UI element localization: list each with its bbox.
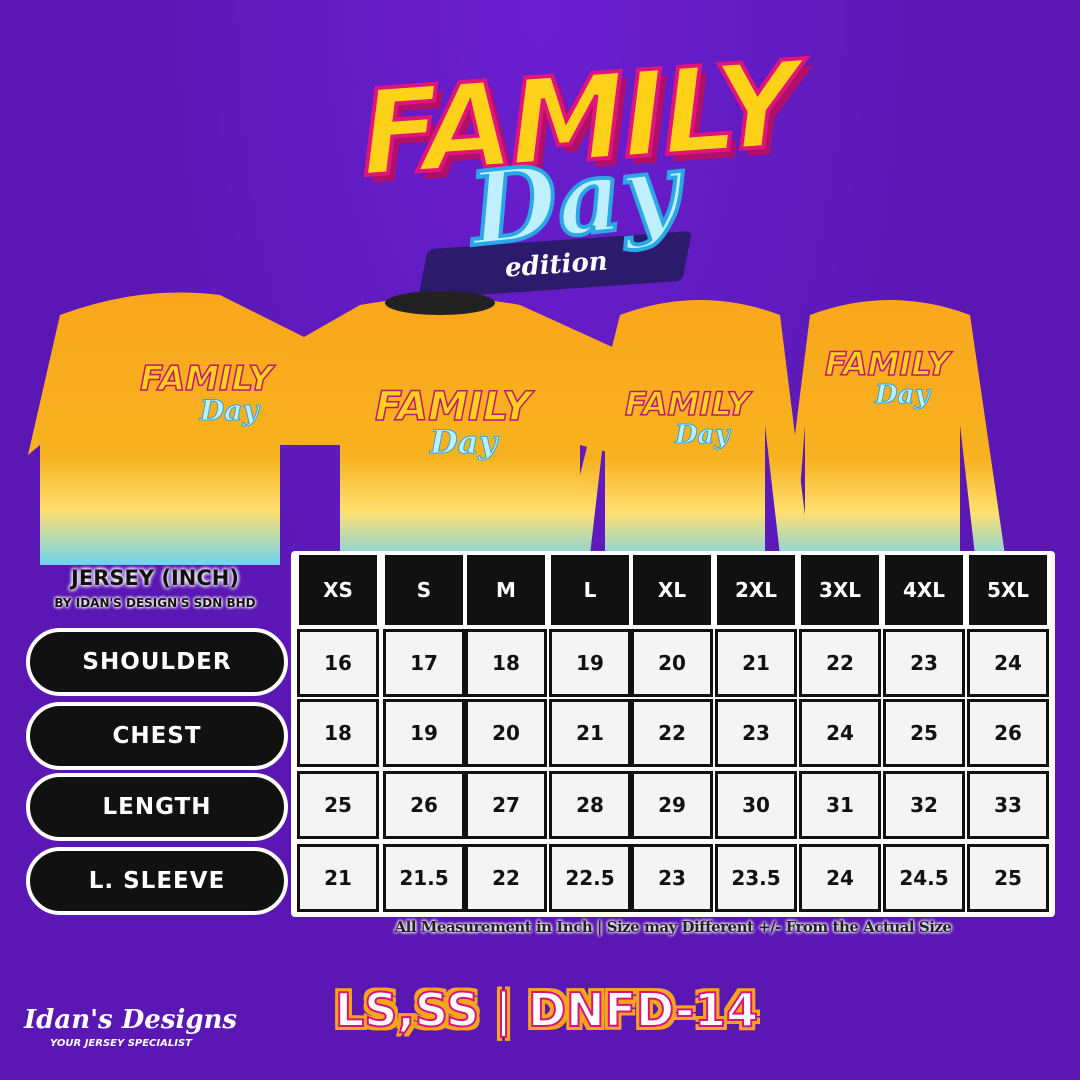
size-header-m: M: [465, 553, 547, 627]
jersey-mockups: FAMILY Day FAMILY Day FAMILY Day FAMILY …: [28, 291, 1005, 565]
shirt-print-day: Day: [429, 423, 499, 461]
size-header-xs: XS: [297, 553, 379, 627]
product-code: LS,SS | DNFD-14: [334, 982, 759, 1038]
shirt-print-day: Day: [199, 394, 260, 427]
table-cell: 27: [465, 771, 547, 839]
table-cell: 26: [967, 699, 1049, 767]
table-cell: 21: [715, 629, 797, 697]
table-cell: 22: [465, 844, 547, 912]
table-cell: 25: [297, 771, 379, 839]
jersey-long-sleeve-back: FAMILY Day: [780, 300, 1005, 565]
size-header-s: S: [383, 553, 465, 627]
shirt-print-family: FAMILY: [140, 359, 276, 399]
row-label-chest: CHEST: [26, 702, 288, 770]
table-cell: 21: [549, 699, 631, 767]
table-cell: 24.5: [883, 844, 965, 912]
table-cell: 25: [967, 844, 1049, 912]
table-cell: 23.5: [715, 844, 797, 912]
size-chart-title: JERSEY (INCH): [71, 566, 239, 590]
table-cell: 22.5: [549, 844, 631, 912]
table-cell: 31: [799, 771, 881, 839]
jersey-short-sleeve-back: FAMILY Day: [28, 292, 320, 565]
brand-tagline: YOUR JERSEY SPECIALIST: [50, 1038, 192, 1049]
table-cell: 19: [383, 699, 465, 767]
measurement-note: All Measurement in Inch | Size may Diffe…: [394, 918, 952, 936]
table-cell: 29: [631, 771, 713, 839]
table-cell: 20: [465, 699, 547, 767]
table-cell: 18: [297, 699, 379, 767]
shirt-print-family: FAMILY: [625, 385, 753, 423]
table-cell: 21.5: [383, 844, 465, 912]
table-cell: 23: [883, 629, 965, 697]
brand-logo: Idan's Designs: [24, 1005, 238, 1035]
size-header-l: L: [549, 553, 631, 627]
shirt-print-day: Day: [874, 380, 931, 410]
table-cell: 30: [715, 771, 797, 839]
table-cell: 18: [465, 629, 547, 697]
table-cell: 20: [631, 629, 713, 697]
size-header-xl: XL: [631, 553, 713, 627]
table-cell: 17: [383, 629, 465, 697]
size-header-2xl: 2XL: [715, 553, 797, 627]
row-label-length: LENGTH: [26, 773, 288, 841]
jersey-short-sleeve-front: FAMILY Day: [275, 291, 630, 565]
table-cell: 22: [631, 699, 713, 767]
table-cell: 23: [631, 844, 713, 912]
table-cell: 26: [383, 771, 465, 839]
table-cell: 24: [799, 844, 881, 912]
shirt-print-day: Day: [674, 420, 731, 450]
jersey-long-sleeve-front: FAMILY Day: [560, 300, 810, 565]
table-cell: 16: [297, 629, 379, 697]
size-header-3xl: 3XL: [799, 553, 881, 627]
size-table: XS S M L XL 2XL 3XL 4XL 5XL 16 17 18 19 20 21 22 23 24 18 1…: [291, 551, 1055, 917]
table-cell: 21: [297, 844, 379, 912]
size-header-5xl: 5XL: [967, 553, 1049, 627]
table-cell: 28: [549, 771, 631, 839]
table-cell: 19: [549, 629, 631, 697]
table-cell: 33: [967, 771, 1049, 839]
row-label-sleeve: L. SLEEVE: [26, 847, 288, 915]
table-cell: 23: [715, 699, 797, 767]
shirt-print-family: FAMILY: [825, 345, 953, 383]
size-header-4xl: 4XL: [883, 553, 965, 627]
table-cell: 22: [799, 629, 881, 697]
row-label-shoulder: SHOULDER: [26, 628, 288, 696]
table-cell: 25: [883, 699, 965, 767]
table-cell: 24: [799, 699, 881, 767]
table-cell: 32: [883, 771, 965, 839]
size-chart-subtitle: BY IDAN'S DESIGN'S SDN BHD: [54, 596, 256, 610]
shirt-print-family: FAMILY: [375, 384, 535, 430]
table-cell: 24: [967, 629, 1049, 697]
